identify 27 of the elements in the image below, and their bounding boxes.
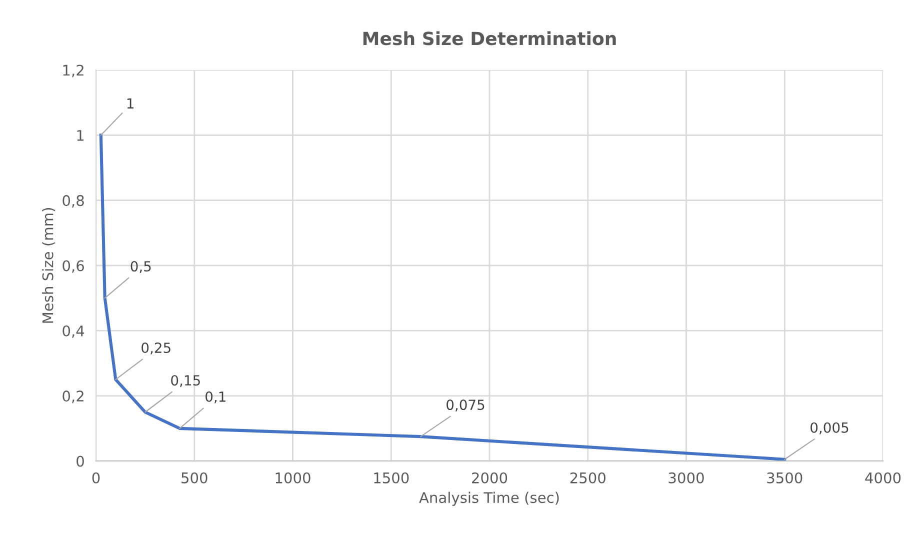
x-tick-label: 500 [182, 472, 208, 484]
data-label: 0,005 [810, 422, 848, 434]
y-tick-label: 0 [76, 456, 84, 467]
data-label: 0,5 [130, 261, 151, 273]
y-tick-label: 1,2 [63, 64, 84, 78]
x-axis-title: Analysis Time (sec) [419, 492, 559, 506]
data-label: 0,1 [206, 391, 226, 404]
x-tick-label: 4000 [865, 472, 901, 484]
x-tick-label: 1000 [276, 472, 310, 484]
x-tick-label: 3500 [767, 472, 802, 484]
data-label: 1 [127, 98, 134, 108]
y-tick-label: 0,6 [62, 260, 84, 273]
x-tick-label: 2500 [570, 472, 606, 484]
data-label: 0,25 [142, 342, 170, 354]
data-label: 0,075 [446, 400, 484, 412]
data-label: 0,15 [171, 375, 200, 388]
line-series [99, 134, 786, 461]
y-tick-label: 1 [77, 130, 84, 141]
x-tick-label: 1500 [374, 472, 409, 484]
y-axis-title: Mesh Size (mm) [42, 208, 56, 323]
y-tick-label: 0,2 [62, 390, 84, 404]
x-tick-label: 3000 [668, 472, 704, 484]
x-tick-label: 0 [92, 472, 100, 484]
x-tick-label: 2000 [472, 472, 508, 484]
chart-title: Mesh Size Determination [363, 31, 616, 46]
y-tick-label: 0,4 [62, 325, 84, 338]
y-tick-label: 0,8 [62, 195, 84, 208]
